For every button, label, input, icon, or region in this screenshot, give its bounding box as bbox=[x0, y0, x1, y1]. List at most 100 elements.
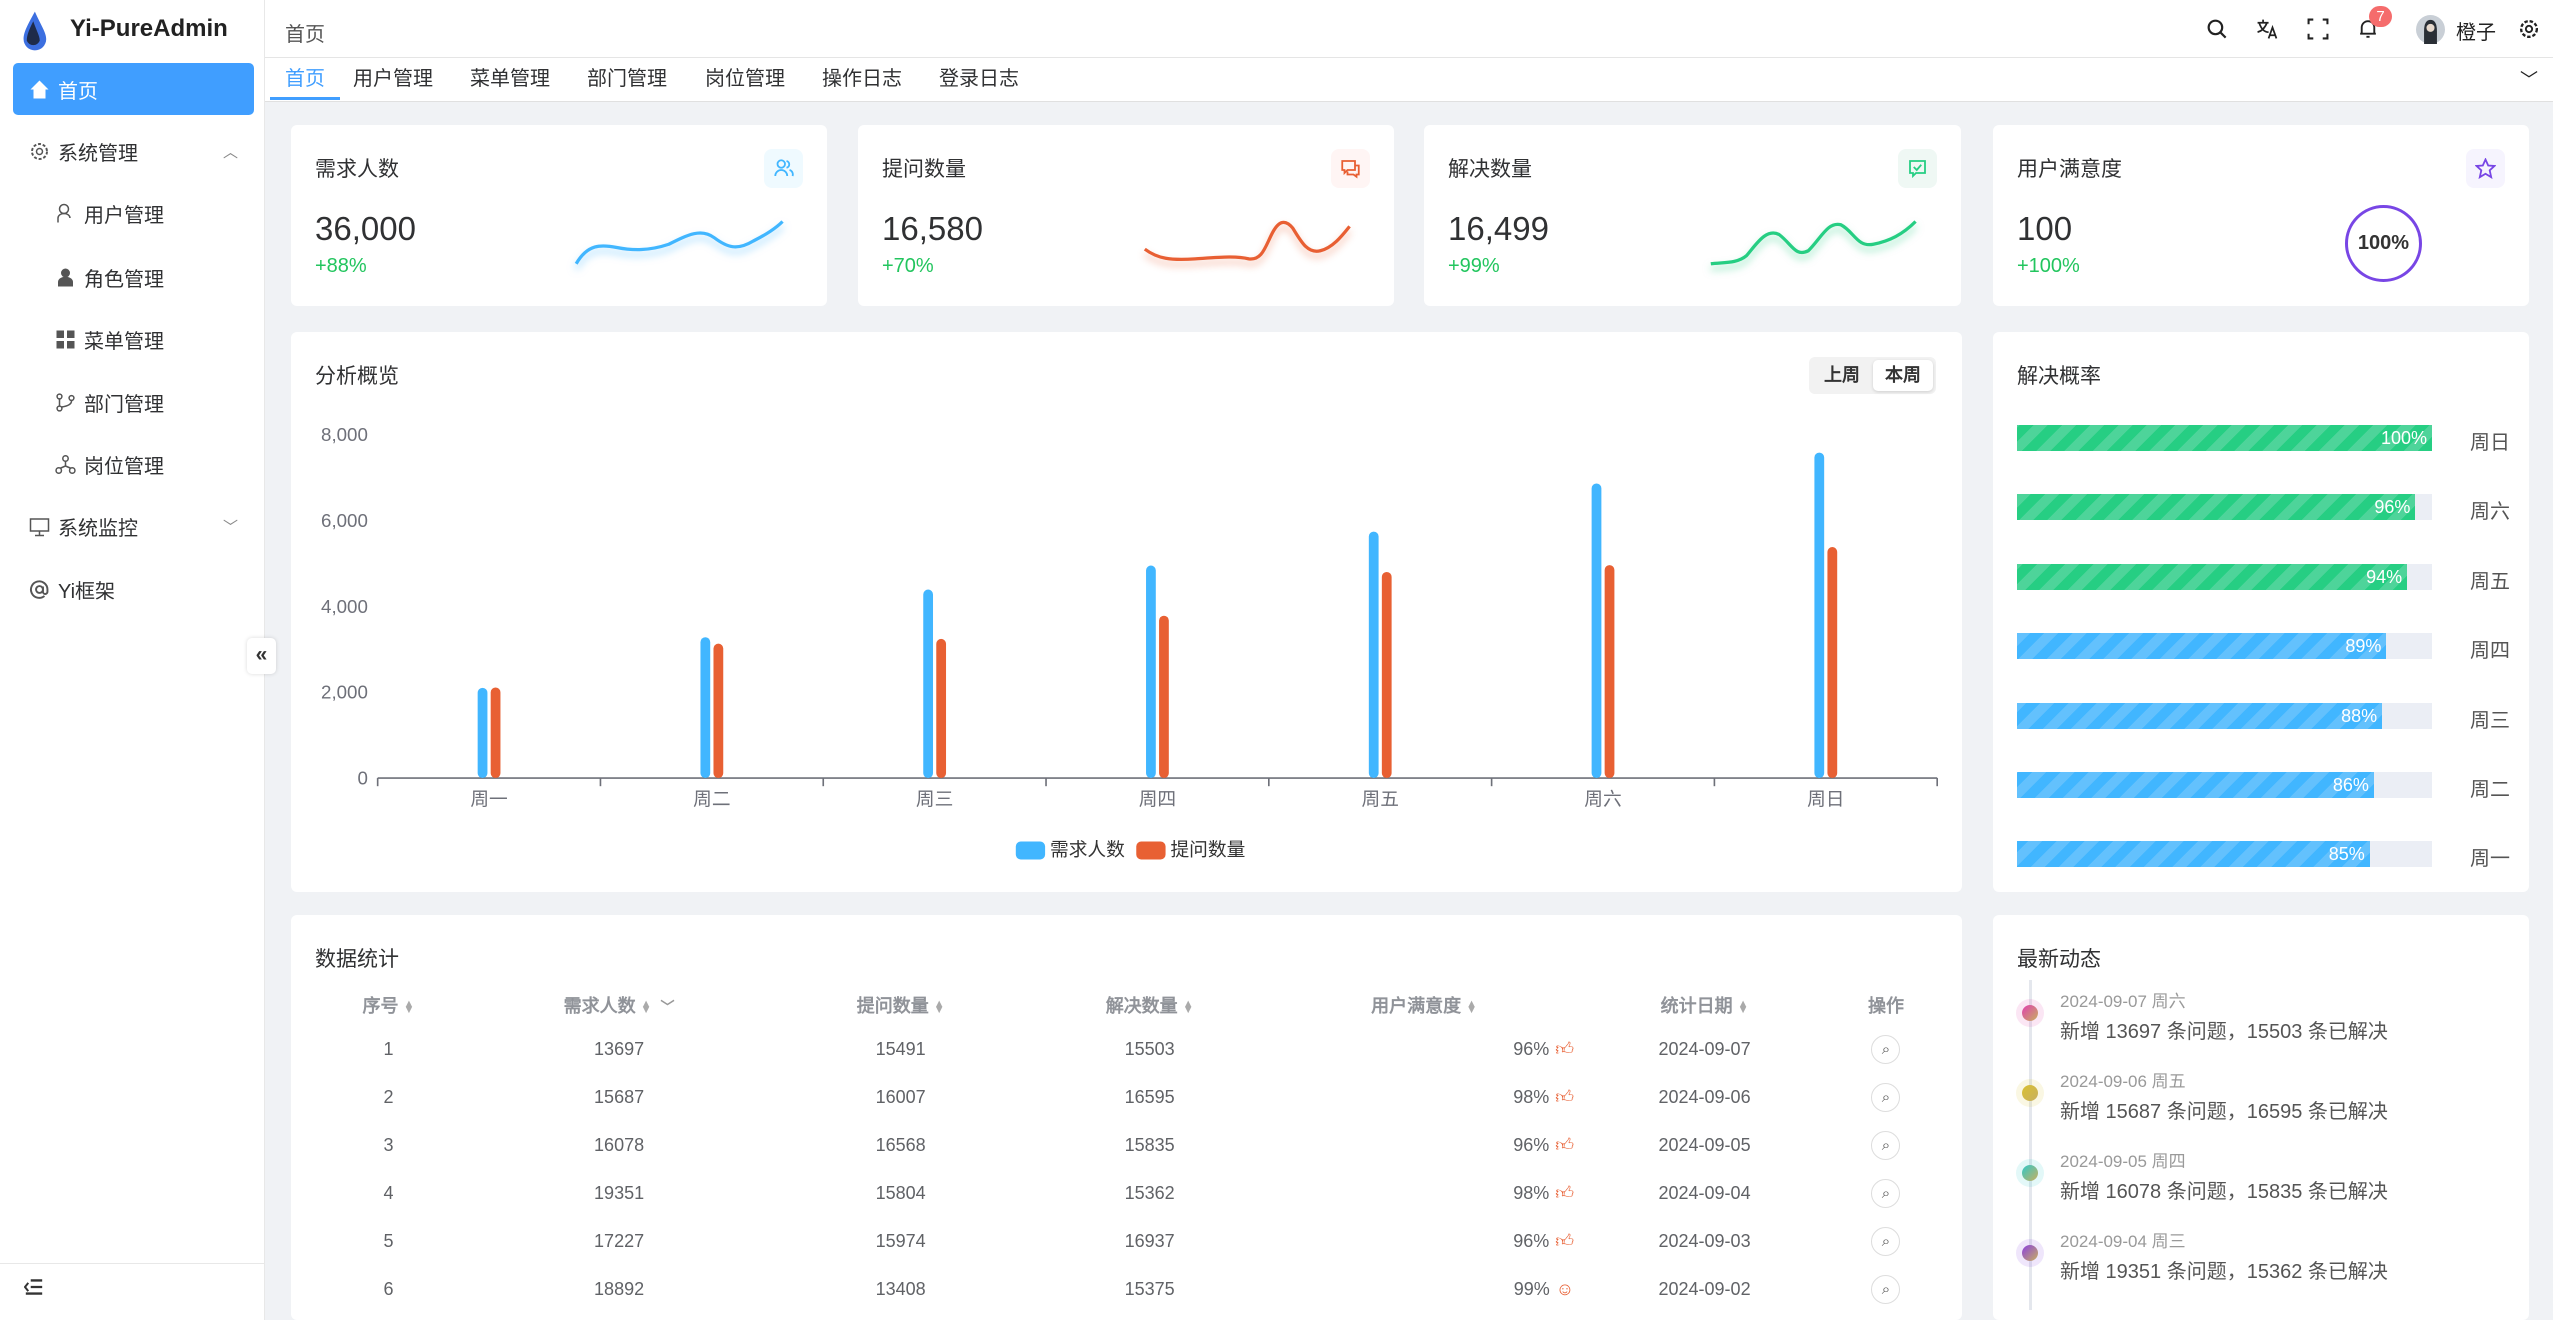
search-icon[interactable] bbox=[2206, 18, 2228, 40]
tab-posts[interactable]: 岗位管理 bbox=[705, 68, 785, 90]
satisfaction-value: 99% bbox=[1513, 1278, 1550, 1299]
avatar[interactable] bbox=[2416, 15, 2445, 44]
sidebar-item-menus[interactable]: 菜单管理 bbox=[13, 313, 254, 365]
bar-questions[interactable] bbox=[490, 687, 501, 779]
table-row: 5 17227 15974 16937 96% 👍︎ 2024-09-03 ⌕ bbox=[315, 1217, 1937, 1265]
sidebar-item-monitor[interactable]: 系统监控 ﹀ bbox=[13, 500, 254, 552]
toggle-last-week[interactable]: 上周 bbox=[1824, 365, 1860, 385]
cell-value: 15687 bbox=[594, 1086, 645, 1107]
bar-questions[interactable] bbox=[1827, 547, 1838, 779]
tab-operation-log[interactable]: 操作日志 bbox=[822, 68, 902, 90]
column-header[interactable]: 用户满意度 ▲ ▼ bbox=[1274, 985, 1574, 1025]
bar-questions[interactable] bbox=[1604, 565, 1615, 779]
sidebar-item-label: 菜单管理 bbox=[84, 330, 164, 353]
fullscreen-icon[interactable] bbox=[2307, 18, 2329, 40]
star-icon bbox=[2466, 149, 2505, 188]
bar-demand[interactable] bbox=[923, 589, 934, 779]
sort-icon[interactable]: ▲ ▼ bbox=[933, 998, 945, 1017]
column-header[interactable]: 序号 ▲ ▼ bbox=[315, 985, 462, 1025]
bar-demand[interactable] bbox=[700, 637, 711, 779]
bar-questions[interactable] bbox=[1381, 571, 1392, 779]
stat-title: 用户满意度 bbox=[2017, 158, 2122, 181]
table-cell: 19351 bbox=[462, 1169, 776, 1217]
sort-icon[interactable]: ▲ ▼ bbox=[1737, 998, 1749, 1017]
tab-users[interactable]: 用户管理 bbox=[353, 68, 433, 90]
stat-card-solved: 解决数量 16,499 +99% bbox=[1424, 125, 1961, 306]
table-cell: 99% ☺ bbox=[1274, 1265, 1574, 1313]
bar-demand[interactable] bbox=[1814, 452, 1825, 779]
username[interactable]: 橙子 bbox=[2456, 22, 2496, 44]
sort-icon[interactable]: ▲ ▼ bbox=[403, 998, 415, 1017]
column-header[interactable]: 提问数量 ▲ ▼ bbox=[776, 985, 1025, 1025]
cell-value: 2024-09-06 bbox=[1658, 1086, 1751, 1107]
solve-rate-bar: 94% bbox=[2017, 563, 2432, 590]
user-icon bbox=[57, 203, 71, 222]
table-cell: 4 bbox=[315, 1169, 462, 1217]
legend-swatch[interactable] bbox=[1015, 841, 1046, 860]
sidebar-item-yi-framework[interactable]: Yi框架 bbox=[13, 563, 254, 615]
view-search-button[interactable]: ⌕ bbox=[1871, 1274, 1901, 1304]
column-header[interactable]: 统计日期 ▲ ▼ bbox=[1574, 985, 1835, 1025]
y-tick-label: 6,000 bbox=[321, 510, 368, 531]
view-search-button[interactable]: ⌕ bbox=[1871, 1178, 1901, 1208]
table-cell: 2024-09-04 bbox=[1574, 1169, 1835, 1217]
sidebar-item-users[interactable]: 用户管理 bbox=[13, 187, 254, 239]
view-search-button[interactable]: ⌕ bbox=[1871, 1130, 1901, 1160]
timeline-dot bbox=[2022, 1005, 2038, 1021]
table-cell: 16007 bbox=[776, 1073, 1025, 1121]
column-header-label: 用户满意度 bbox=[1371, 996, 1462, 1016]
sidebar-item-system[interactable]: 系统管理 ︿ bbox=[13, 125, 254, 177]
sidebar-item-label: Yi框架 bbox=[58, 580, 116, 603]
cell-value: 15503 bbox=[1124, 1038, 1175, 1059]
filter-chevron-icon[interactable]: ﹀ bbox=[660, 999, 675, 1015]
column-header[interactable]: 需求人数 ▲ ▼ ﹀ bbox=[462, 985, 776, 1025]
legend-label[interactable]: 提问数量 bbox=[1170, 839, 1245, 860]
tab-login-log[interactable]: 登录日志 bbox=[939, 68, 1019, 90]
bar-demand[interactable] bbox=[1368, 531, 1379, 779]
sort-icon[interactable]: ▲ ▼ bbox=[640, 998, 652, 1017]
table-cell: 15974 bbox=[776, 1217, 1025, 1265]
legend-swatch[interactable] bbox=[1136, 841, 1166, 860]
legend-label[interactable]: 需求人数 bbox=[1050, 839, 1125, 860]
sort-icon[interactable]: ▲ ▼ bbox=[1182, 998, 1194, 1017]
view-search-button[interactable]: ⌕ bbox=[1871, 1082, 1901, 1112]
settings-gear-icon[interactable] bbox=[2518, 18, 2540, 40]
tab-departments[interactable]: 部门管理 bbox=[587, 68, 667, 90]
column-header[interactable]: 操作 bbox=[1835, 985, 1937, 1025]
tab-menus[interactable]: 菜单管理 bbox=[470, 68, 550, 90]
bar-questions[interactable] bbox=[1159, 615, 1169, 779]
view-search-button[interactable]: ⌕ bbox=[1871, 1034, 1901, 1064]
translate-icon[interactable] bbox=[2256, 18, 2278, 40]
bar-demand[interactable] bbox=[1591, 483, 1602, 779]
x-tick-label: 周四 bbox=[1139, 789, 1176, 810]
cell-value: 1 bbox=[383, 1038, 394, 1059]
sidebar-item-roles[interactable]: 角色管理 bbox=[13, 251, 254, 303]
bar-demand[interactable] bbox=[477, 687, 488, 779]
tab-home[interactable]: 首页 bbox=[270, 58, 340, 100]
bar-questions[interactable] bbox=[936, 638, 947, 779]
toggle-this-week[interactable]: 本周 bbox=[1873, 360, 1933, 391]
cell-value: 15362 bbox=[1124, 1182, 1175, 1203]
view-search-button[interactable]: ⌕ bbox=[1871, 1226, 1901, 1256]
timeline-dot bbox=[2022, 1165, 2038, 1181]
sort-icon[interactable]: ▲ ▼ bbox=[1466, 998, 1478, 1017]
satisfaction-value: 96% bbox=[1513, 1231, 1550, 1251]
cell-value: 3 bbox=[383, 1134, 394, 1155]
table-cell: 16595 bbox=[1025, 1073, 1274, 1121]
tabs-more-chevron-icon[interactable]: ﹀ bbox=[2520, 70, 2538, 90]
sidebar-item-home[interactable]: 首页 bbox=[13, 63, 254, 115]
menu-fold-icon[interactable] bbox=[24, 1278, 44, 1296]
breadcrumb[interactable]: 首页 bbox=[285, 24, 325, 46]
sidebar-item-posts[interactable]: 岗位管理 bbox=[13, 438, 254, 490]
bar-demand[interactable] bbox=[1146, 565, 1156, 779]
bar-questions[interactable] bbox=[713, 643, 724, 779]
timeline-date: 2024-09-07 周六 bbox=[2060, 992, 2186, 1011]
collapse-sidebar-button[interactable]: « bbox=[247, 638, 276, 674]
notification-badge: 7 bbox=[2369, 6, 2392, 27]
cell-value: 15974 bbox=[875, 1230, 926, 1251]
column-header[interactable]: 解决数量 ▲ ▼ bbox=[1025, 985, 1274, 1025]
sidebar-item-departments[interactable]: 部门管理 bbox=[13, 376, 254, 428]
sidebar-item-label: 部门管理 bbox=[84, 393, 164, 416]
table-cell: 13408 bbox=[776, 1265, 1025, 1313]
